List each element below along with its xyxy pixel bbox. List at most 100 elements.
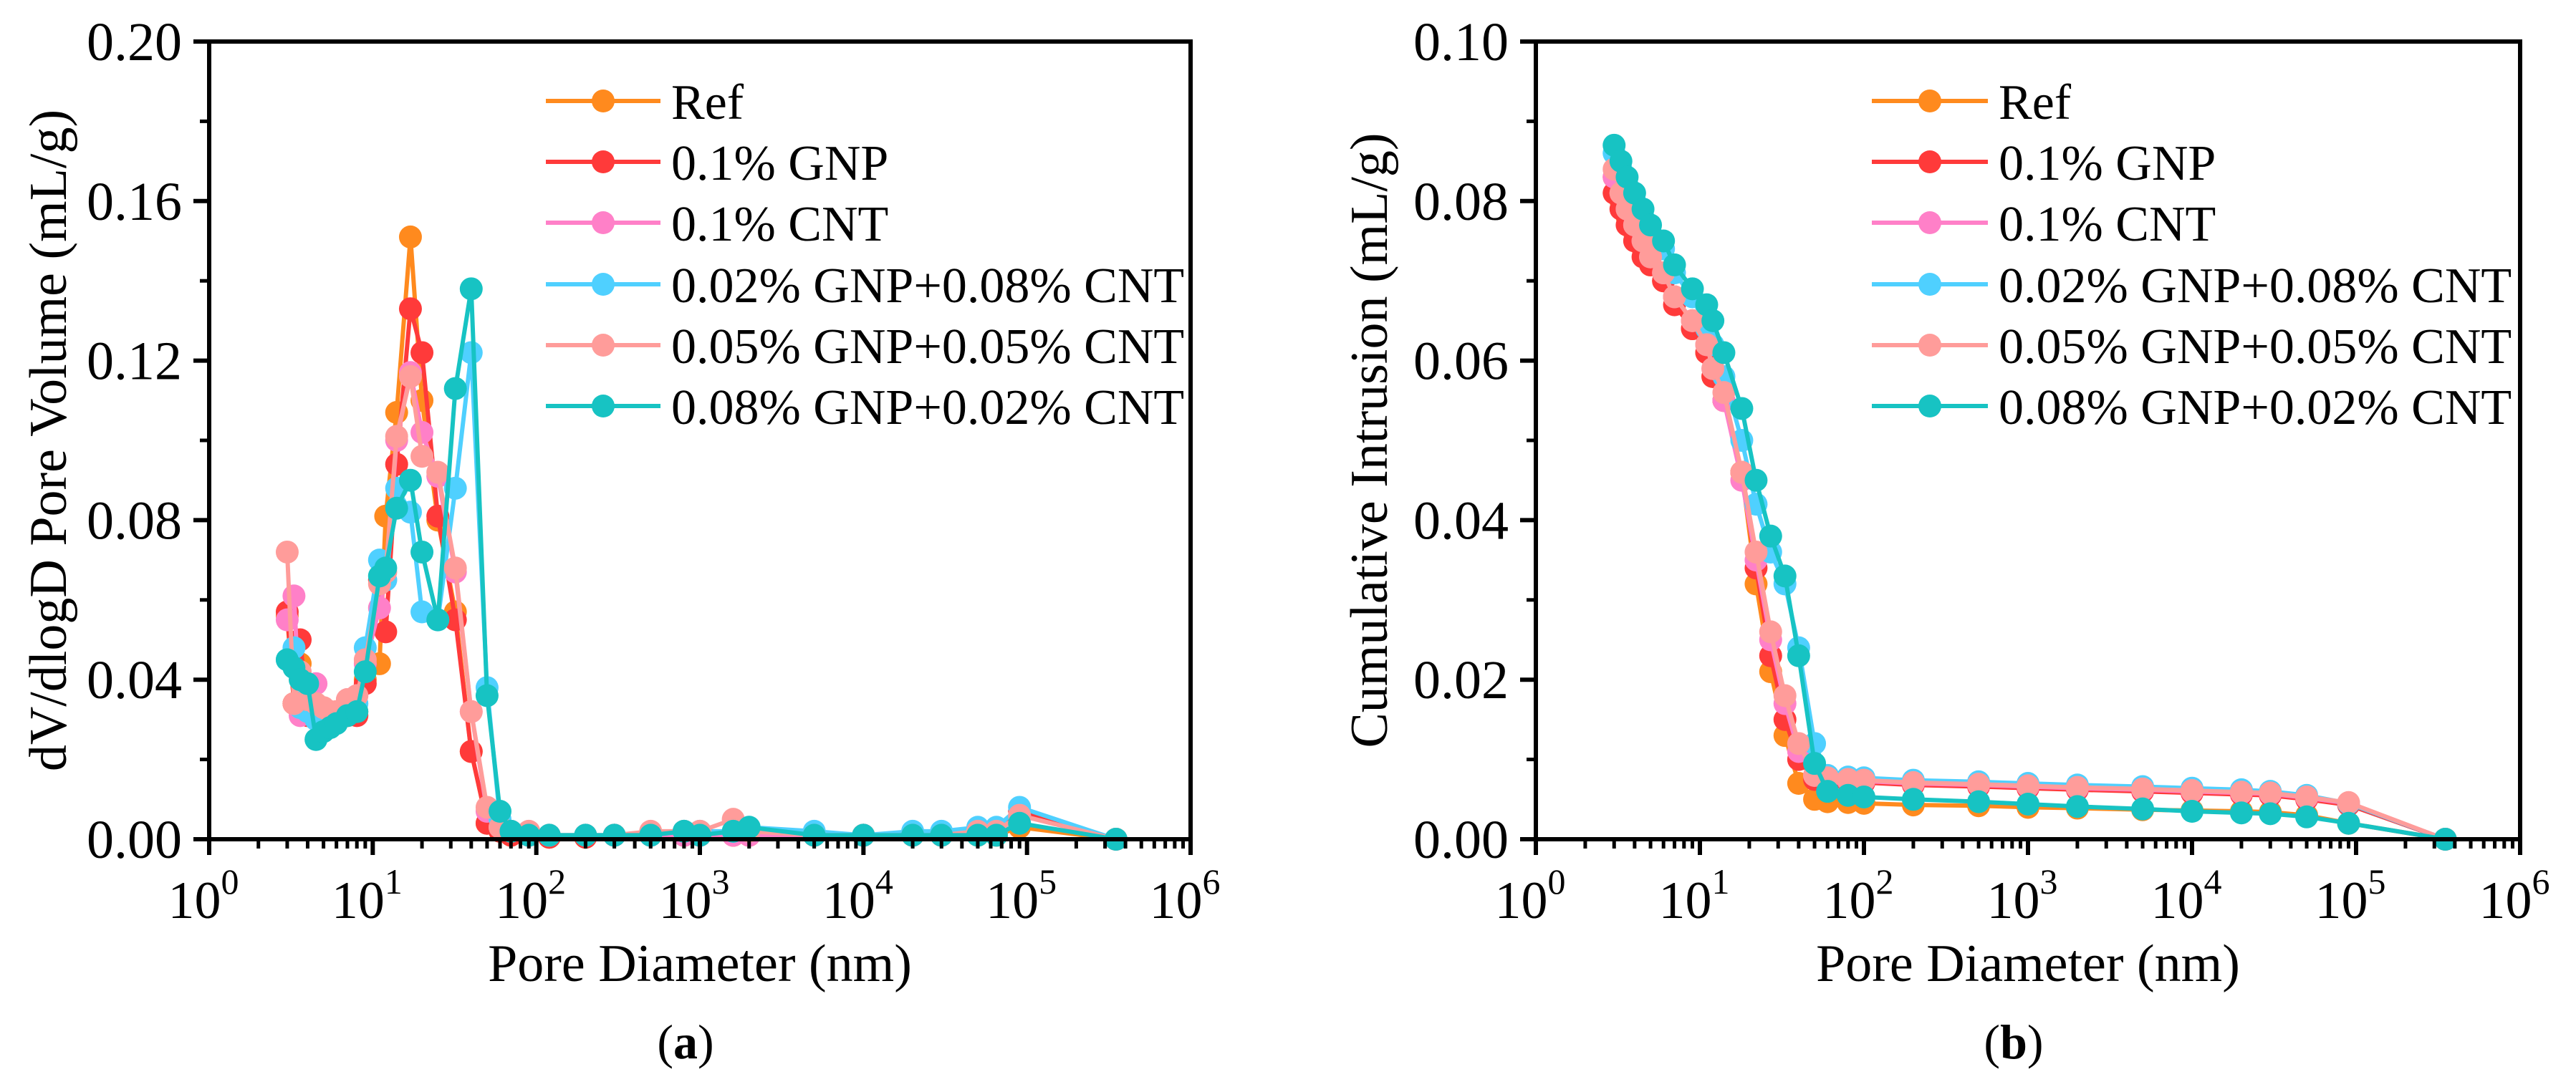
- x-tick-base: 10: [659, 871, 712, 930]
- x-tick-exponent: 5: [2368, 861, 2386, 902]
- panel-label: (b): [1984, 1015, 2043, 1069]
- data-point: [353, 660, 377, 684]
- x-tick-label: 100: [1495, 861, 1566, 930]
- data-point: [410, 341, 434, 364]
- y-tick-label: 0.00: [1413, 810, 1509, 870]
- x-tick-exponent: 2: [1876, 861, 1894, 902]
- data-point: [2131, 797, 2155, 821]
- data-point: [2065, 775, 2089, 799]
- data-point: [1803, 752, 1827, 775]
- data-point: [1701, 309, 1725, 332]
- x-tick-label: 100: [168, 861, 239, 930]
- y-tick-label: 0.08: [87, 491, 182, 551]
- legend-item: 0.1% CNT: [546, 197, 888, 252]
- x-tick-label: 105: [2315, 861, 2386, 930]
- series-4: [1602, 158, 2457, 851]
- panel-label-part: a: [673, 1015, 698, 1069]
- x-tick-label: 104: [822, 861, 893, 930]
- data-point: [2229, 801, 2253, 825]
- legend-item: 0.02% GNP+0.08% CNT: [1872, 258, 2512, 314]
- data-point: [2337, 791, 2360, 814]
- panel-label-part: (: [1984, 1015, 2000, 1069]
- x-tick-label: 103: [659, 861, 730, 930]
- data-point: [2181, 800, 2203, 823]
- legend-item: 0.1% CNT: [1872, 197, 2216, 252]
- series-line: [1612, 152, 2446, 841]
- data-point: [398, 468, 422, 492]
- y-tick-label: 0.08: [1413, 172, 1509, 232]
- x-tick-exponent: 4: [2204, 861, 2222, 902]
- data-point: [2017, 774, 2039, 798]
- legend-item: Ref: [546, 75, 744, 130]
- data-point: [1773, 564, 1797, 588]
- x-tick-base: 10: [822, 871, 875, 930]
- legend-label: Ref: [671, 75, 744, 130]
- data-point: [737, 816, 761, 839]
- data-point: [443, 556, 467, 580]
- legend-item: 0.08% GNP+0.02% CNT: [1872, 380, 2512, 435]
- legend-marker: [592, 273, 615, 296]
- legend-item: Ref: [1872, 75, 2072, 130]
- data-point: [1744, 540, 1768, 564]
- x-tick-base: 10: [168, 871, 221, 930]
- chart-panel-a: 100 101 102 103 104 105 1060.000.040.080.120.1…: [19, 12, 1221, 1069]
- legend-marker: [1918, 273, 1941, 296]
- data-point: [1681, 309, 1704, 332]
- legend-label: 0.1% CNT: [1999, 197, 2216, 252]
- legend-item: 0.1% GNP: [546, 136, 888, 191]
- x-tick-base: 10: [495, 871, 548, 930]
- data-point: [1967, 773, 1991, 796]
- data-point: [1744, 468, 1768, 492]
- data-point: [345, 700, 369, 723]
- data-point: [2259, 802, 2282, 826]
- data-point: [1663, 253, 1686, 276]
- data-point: [459, 341, 483, 364]
- data-point: [398, 364, 422, 388]
- data-point: [2065, 795, 2089, 818]
- data-point: [1730, 397, 1754, 420]
- data-point: [374, 556, 398, 580]
- data-point: [1663, 285, 1686, 309]
- panel-label: (a): [657, 1015, 713, 1069]
- x-tick-exponent: 4: [875, 861, 893, 902]
- data-point: [398, 225, 422, 248]
- data-point: [475, 684, 499, 707]
- y-tick-label: 0.06: [1413, 332, 1509, 392]
- data-point: [398, 297, 422, 321]
- data-point: [2131, 777, 2155, 801]
- data-point: [410, 445, 434, 468]
- panel-label-part: (: [657, 1015, 673, 1069]
- x-tick-exponent: 2: [548, 861, 566, 902]
- y-tick-label: 0.04: [87, 650, 182, 710]
- data-point: [459, 277, 483, 301]
- legend-label: 0.02% GNP+0.08% CNT: [1999, 258, 2512, 314]
- x-axis-title: Pore Diameter (nm): [1816, 934, 2240, 993]
- data-point: [2295, 805, 2319, 828]
- legend-label: Ref: [1999, 75, 2072, 130]
- data-point: [2229, 781, 2253, 804]
- data-point: [1967, 790, 1991, 813]
- data-point: [282, 584, 306, 608]
- x-tick-label: 105: [986, 861, 1057, 930]
- data-point: [1852, 768, 1875, 792]
- y-tick-label: 0.00: [87, 810, 182, 870]
- panel-label-part: b: [2000, 1015, 2027, 1069]
- x-tick-exponent: 5: [1039, 861, 1057, 902]
- y-axis-title: dV/dlogD Pore Volume (mL/g): [19, 110, 78, 771]
- legend-item: 0.08% GNP+0.02% CNT: [546, 380, 1184, 435]
- legend-marker: [1918, 334, 1941, 357]
- legend-marker: [1918, 90, 1941, 112]
- legend-label: 0.08% GNP+0.02% CNT: [671, 380, 1184, 435]
- panel-label-part: ): [698, 1015, 714, 1069]
- x-tick-exponent: 6: [2532, 861, 2550, 902]
- data-point: [296, 672, 319, 695]
- data-point: [1008, 811, 1032, 835]
- legend-marker: [1918, 150, 1941, 173]
- x-tick-base: 10: [986, 871, 1039, 930]
- x-tick-base: 10: [332, 871, 385, 930]
- legend-marker: [592, 211, 615, 234]
- x-tick-base: 10: [2315, 871, 2368, 930]
- data-point: [1652, 229, 1676, 253]
- x-tick-label: 104: [2151, 861, 2222, 930]
